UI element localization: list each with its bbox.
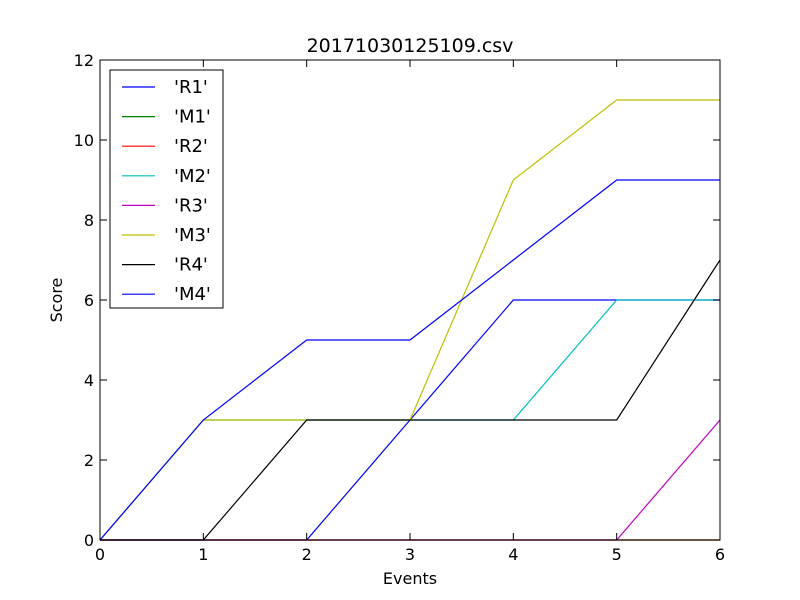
- series-line-7: [99, 179, 720, 541]
- chart-title: 20171030125109.csv: [307, 35, 514, 57]
- legend-label-1: 'M1': [174, 107, 211, 128]
- y-tick-label: 2: [84, 451, 94, 470]
- y-tick-label: 0: [84, 531, 94, 550]
- y-tick-label: 6: [84, 291, 94, 310]
- legend-label-0: 'R1': [174, 77, 208, 98]
- legend-label-6: 'R4': [174, 255, 208, 276]
- x-tick-label: 3: [405, 545, 415, 564]
- y-tick-label: 8: [84, 211, 94, 230]
- legend-label-3: 'M2': [174, 166, 211, 187]
- legend: 'R1' 'M1' 'R2' 'M2' 'R3' 'M3' 'R4' 'M4': [109, 69, 224, 309]
- x-axis-ticks: 0 1 2 3 4 5 6: [95, 60, 725, 564]
- y-axis-title: Score: [47, 278, 66, 323]
- legend-label-4: 'R3': [174, 195, 208, 216]
- x-tick-label: 6: [715, 545, 725, 564]
- x-tick-label: 0: [95, 545, 105, 564]
- legend-frame: [109, 69, 224, 309]
- x-tick-label: 4: [508, 545, 518, 564]
- y-tick-label: 4: [84, 371, 94, 390]
- y-tick-label: 10: [74, 131, 94, 150]
- legend-label-7: 'M4': [174, 284, 211, 305]
- y-axis-ticks: 0 2 4 6 8 10 12: [74, 51, 720, 550]
- x-tick-label: 1: [198, 545, 208, 564]
- legend-label-2: 'R2': [174, 136, 208, 157]
- x-tick-label: 2: [302, 545, 312, 564]
- x-tick-label: 5: [612, 545, 622, 564]
- y-tick-label: 12: [74, 51, 94, 70]
- legend-label-5: 'M3': [174, 225, 211, 246]
- x-axis-title: Events: [383, 569, 437, 588]
